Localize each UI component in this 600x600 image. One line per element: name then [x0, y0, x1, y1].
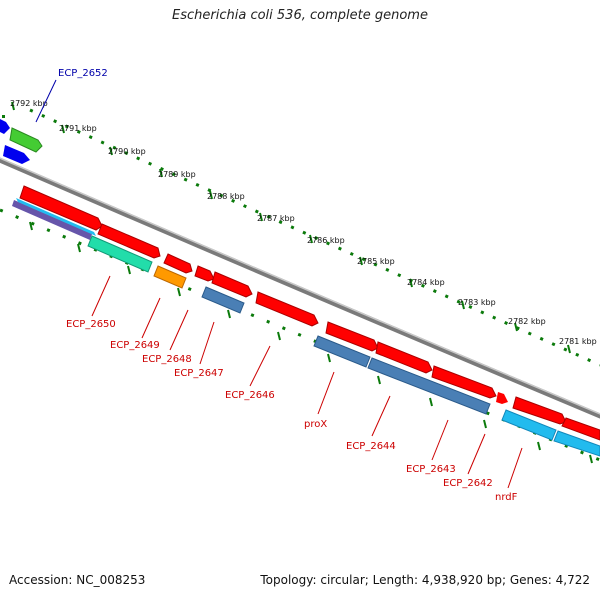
gene-label-ecp-2647[interactable]: ECP_2647	[174, 368, 224, 379]
leader-ecp-2649	[141, 297, 161, 339]
scale-label: 2791 kbp	[59, 124, 97, 133]
scale-label: 2787 kbp	[257, 214, 295, 223]
scale-label: 2788 kbp	[207, 192, 245, 201]
gene-label-ecp-2652[interactable]: ECP_2652	[58, 68, 108, 79]
leader-ecp-2644	[371, 395, 391, 437]
gene-red-8[interactable]	[375, 341, 433, 374]
scale-labels: 2792 kbp 2791 kbp 2790 kbp 2789 kbp 2788…	[10, 99, 597, 346]
gene-label-prox[interactable]: proX	[304, 419, 327, 430]
gene-cyan-right[interactable]	[553, 430, 600, 457]
inner-dots-line	[0, 208, 600, 462]
leader-ecp-2643	[431, 419, 449, 461]
scale-label: 2786 kbp	[307, 236, 345, 245]
inner-major-ticks	[29, 221, 593, 464]
gene-blue-left[interactable]	[3, 145, 30, 164]
gene-red-2[interactable]	[97, 223, 161, 259]
leader-ecp-2652	[35, 79, 57, 123]
outer-dots-line	[29, 108, 600, 367]
outer-tick-ring	[2, 115, 5, 118]
scale-label: 2782 kbp	[508, 317, 546, 326]
forward-genes	[0, 119, 600, 441]
gene-label-ecp-2649[interactable]: ECP_2649	[110, 340, 160, 351]
leader-ecp-2647	[199, 321, 215, 365]
scale-label: 2783 kbp	[458, 298, 496, 307]
gene-ecp-2644[interactable]	[367, 357, 491, 415]
leader-ecp-2650	[91, 275, 111, 317]
gene-red-3[interactable]	[163, 253, 193, 274]
gene-label-nrdf[interactable]: nrdF	[495, 492, 518, 503]
gene-labels: ECP_2652 ECP_2650 ECP_2649 ECP_2648 ECP_…	[58, 68, 518, 503]
gene-red-6[interactable]	[255, 291, 319, 327]
gene-ecp-2649[interactable]	[153, 265, 187, 289]
accession-text: Accession: NC_008253	[9, 573, 146, 587]
scale-label: 2784 kbp	[407, 278, 445, 287]
reverse-genes	[12, 198, 600, 457]
leader-ecp-2646	[249, 345, 271, 387]
gene-blue-top-left[interactable]	[0, 119, 10, 134]
map-title: Escherichia coli 536, complete genome	[172, 8, 428, 23]
gene-label-ecp-2650[interactable]: ECP_2650	[66, 319, 116, 330]
gene-label-ecp-2646[interactable]: ECP_2646	[225, 390, 275, 401]
scale-label: 2792 kbp	[10, 99, 48, 108]
scale-label: 2785 kbp	[357, 257, 395, 266]
gene-red-4[interactable]	[194, 265, 215, 282]
label-leaders	[35, 79, 523, 489]
leader-nrdf	[507, 447, 523, 489]
gene-red-9[interactable]	[431, 365, 497, 399]
scale-label: 2789 kbp	[158, 170, 196, 179]
leader-ecp-2642	[467, 433, 486, 475]
gene-label-ecp-2644[interactable]: ECP_2644	[346, 441, 396, 452]
gene-red-10[interactable]	[496, 392, 508, 404]
scale-label: 2790 kbp	[108, 147, 146, 156]
gene-ecp-2647[interactable]	[201, 286, 245, 314]
genome-backbone-highlight	[0, 157, 600, 415]
gene-red-12[interactable]	[561, 417, 600, 441]
gene-label-ecp-2642[interactable]: ECP_2642	[443, 478, 493, 489]
gene-label-ecp-2648[interactable]: ECP_2648	[142, 354, 192, 365]
topology-text: Topology: circular; Length: 4,938,920 bp…	[260, 573, 590, 587]
gene-cyan-strip[interactable]	[16, 198, 96, 236]
gene-purple-strip[interactable]	[12, 200, 92, 240]
gene-red-7[interactable]	[325, 321, 379, 352]
leader-ecp-2648	[169, 309, 189, 351]
gene-nrdf-cyan[interactable]	[501, 409, 557, 441]
gene-red-1[interactable]	[19, 185, 103, 231]
gene-ecp-2652[interactable]	[9, 127, 43, 153]
outer-major-ticks	[11, 101, 571, 354]
gene-prox[interactable]	[313, 335, 371, 368]
gene-red-5[interactable]	[211, 271, 253, 298]
scale-label: 2781 kbp	[559, 337, 597, 346]
genome-backbone	[0, 157, 600, 419]
tick-dot	[2, 115, 5, 118]
gene-ecp-2650[interactable]	[87, 235, 153, 273]
leader-prox	[317, 371, 335, 415]
gene-label-ecp-2643[interactable]: ECP_2643	[406, 464, 456, 475]
